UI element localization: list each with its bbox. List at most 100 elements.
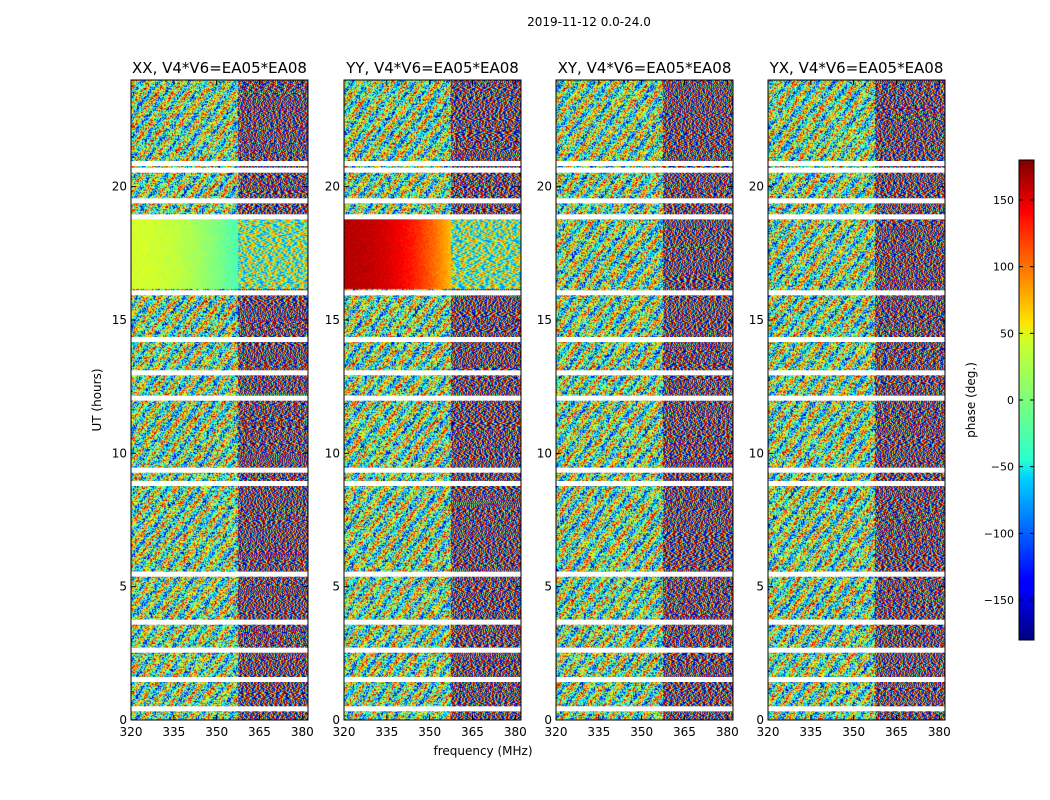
flagged-gap	[768, 481, 945, 486]
flagged-gap	[556, 481, 733, 486]
x-tick-label: 350	[205, 725, 228, 739]
flagged-gap	[344, 290, 521, 296]
y-tick-label: 0	[756, 713, 764, 727]
panel-yx: YX, V4*V6=EA05*EA08 320 335 350 365 380 0 5 10 15…	[749, 59, 951, 739]
flagged-gap	[131, 467, 308, 473]
x-tick-label: 380	[716, 725, 739, 739]
flagged-gap	[556, 167, 733, 173]
flagged-gap	[131, 481, 308, 486]
panel-frame	[767, 79, 946, 721]
y-tick-label: 5	[332, 580, 340, 594]
flagged-gap	[768, 467, 945, 473]
y-tick-label: 5	[119, 580, 127, 594]
flagged-gap	[131, 198, 308, 204]
flagged-gap	[131, 290, 308, 296]
colorbar-tick-label: 150	[993, 194, 1014, 207]
y-tick-label: 20	[325, 180, 340, 194]
y-tick-label: 15	[749, 313, 764, 327]
flagged-gap	[344, 370, 521, 376]
flagged-gap	[768, 167, 945, 173]
flagged-gap	[768, 370, 945, 376]
colorbar-tick-label: −100	[984, 527, 1014, 540]
flagged-gap	[556, 467, 733, 473]
y-tick-label: 15	[537, 313, 552, 327]
flagged-gap	[131, 619, 308, 625]
flagged-gap	[344, 481, 521, 486]
flagged-gap	[344, 167, 521, 173]
x-tick-label: 335	[375, 725, 398, 739]
flagged-gap	[556, 706, 733, 712]
flagged-gap	[556, 214, 733, 220]
x-tick-label: 335	[799, 725, 822, 739]
x-tick-label: 335	[162, 725, 185, 739]
y-tick-label: 15	[112, 313, 127, 327]
y-tick-label: 20	[112, 180, 127, 194]
flagged-gap	[344, 214, 521, 220]
flagged-gap	[131, 167, 308, 173]
flagged-gap	[344, 337, 521, 342]
flagged-gap	[768, 337, 945, 342]
flagged-gap	[768, 706, 945, 712]
y-tick-label: 10	[112, 446, 127, 460]
panel-xy: XY, V4*V6=EA05*EA08 320 335 350 365 380 0 5 10 15…	[537, 59, 739, 739]
flagged-gap	[344, 395, 521, 401]
flagged-gap	[768, 619, 945, 625]
x-tick-label: 365	[248, 725, 271, 739]
panel-frame	[555, 79, 734, 721]
flagged-gap	[556, 370, 733, 376]
flagged-gap	[768, 198, 945, 204]
flagged-gap	[768, 161, 945, 166]
figure-title: 2019-11-12 0.0-24.0	[527, 15, 651, 29]
x-tick-label: 380	[504, 725, 527, 739]
y-tick-label: 15	[325, 313, 340, 327]
flagged-gap	[556, 290, 733, 296]
colorbar: 150 100 50 0 −50 −100 −150 phase (deg.)	[964, 159, 1035, 641]
flagged-gap	[344, 571, 521, 577]
x-tick-label: 350	[630, 725, 653, 739]
flagged-gap	[768, 214, 945, 220]
colorbar-label: phase (deg.)	[964, 362, 978, 438]
y-tick-label: 10	[749, 446, 764, 460]
flagged-gap	[556, 395, 733, 401]
x-tick-label: 350	[418, 725, 441, 739]
x-tick-label: 320	[757, 725, 780, 739]
flagged-gap	[131, 395, 308, 401]
flagged-gap	[344, 706, 521, 712]
y-tick-label: 0	[119, 713, 127, 727]
colorbar-tick-label: −150	[984, 594, 1014, 607]
flagged-gap	[131, 337, 308, 342]
flagged-gap	[344, 198, 521, 204]
flagged-gap	[768, 395, 945, 401]
x-tick-label: 350	[842, 725, 865, 739]
x-tick-label: 320	[333, 725, 356, 739]
flagged-gap	[556, 619, 733, 625]
y-tick-label: 20	[537, 180, 552, 194]
colorbar-tick-label: 50	[1000, 327, 1014, 340]
y-tick-label: 10	[325, 446, 340, 460]
x-tick-label: 320	[120, 725, 143, 739]
flagged-gap	[344, 677, 521, 682]
flagged-gap	[131, 647, 308, 653]
x-tick-label: 365	[673, 725, 696, 739]
flagged-gap	[768, 290, 945, 296]
flagged-gap	[556, 161, 733, 166]
y-axis-label: UT (hours)	[90, 368, 104, 431]
flagged-gap	[556, 337, 733, 342]
flagged-gap	[768, 571, 945, 577]
flagged-gap	[131, 571, 308, 577]
flagged-gap	[131, 161, 308, 166]
colorbar-tick-label: −50	[991, 461, 1014, 474]
panel-yy: YY, V4*V6=EA05*EA08 320 335 350 365 380 0 5 10 15…	[325, 59, 527, 739]
colorbar-tick-label: 0	[1007, 394, 1014, 407]
flagged-gap	[344, 619, 521, 625]
panel-title: XY, V4*V6=EA05*EA08	[558, 59, 732, 77]
panel-xx: XX, V4*V6=EA05*EA08 320 335 350 365 380 0 5 10 15…	[112, 59, 314, 739]
y-tick-label: 0	[332, 713, 340, 727]
flagged-gap	[131, 706, 308, 712]
panel-group: XX, V4*V6=EA05*EA08 320 335 350 365 380 0 5 10 15…	[112, 59, 951, 739]
panel-title: YX, V4*V6=EA05*EA08	[769, 59, 944, 77]
y-tick-label: 5	[756, 580, 764, 594]
flagged-gap	[768, 677, 945, 682]
y-tick-label: 20	[749, 180, 764, 194]
x-tick-label: 380	[928, 725, 951, 739]
